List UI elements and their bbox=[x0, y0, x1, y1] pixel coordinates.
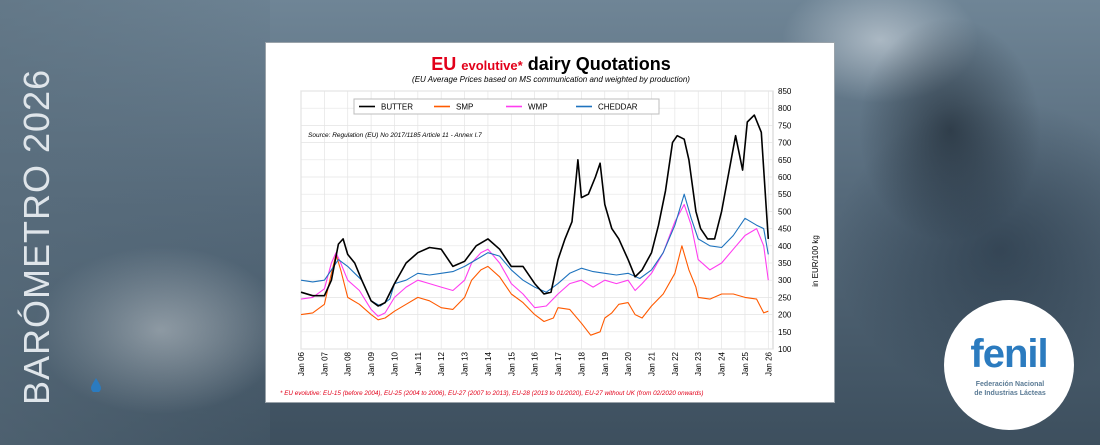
y-tick-label: 200 bbox=[778, 311, 792, 320]
y-tick-label: 800 bbox=[778, 104, 792, 113]
x-tick-label: Jan 12 bbox=[437, 351, 446, 376]
banner-vertical-title: BARÓMETRO 2026 bbox=[16, 68, 57, 405]
x-tick-label: Jan 06 bbox=[297, 351, 306, 376]
y-tick-label: 400 bbox=[778, 242, 792, 251]
y-tick-label: 350 bbox=[778, 259, 792, 268]
legend: BUTTER SMP WMP CHEDDAR bbox=[359, 103, 638, 112]
chart-card: EU evolutive* dairy Quotations (EU Average… bbox=[265, 42, 835, 403]
chart-footnote: * EU evolutive: EU-15 (before 2004), EU-… bbox=[280, 390, 704, 397]
logo-subtitle-line2: de Industrias Lácteas bbox=[974, 390, 1046, 397]
y-tick-label: 250 bbox=[778, 293, 792, 302]
x-tick-label: Jan 19 bbox=[601, 351, 610, 376]
y-tick-label: 150 bbox=[778, 328, 792, 337]
logo-subtitle: Federación Nacional de Industrias Láctea… bbox=[958, 380, 1062, 398]
series-line-wmp bbox=[300, 203, 769, 317]
x-tick-label: Jan 08 bbox=[344, 351, 353, 376]
legend-label-butter: BUTTER bbox=[381, 103, 413, 112]
fenil-logo: fenil Federación Nacional de Industrias … bbox=[944, 300, 1074, 430]
series-line-butter bbox=[300, 114, 770, 307]
x-tick-label: Jan 22 bbox=[671, 351, 680, 376]
x-tick-label: Jan 21 bbox=[647, 351, 656, 376]
x-tick-label: Jan 13 bbox=[461, 351, 470, 376]
legend-label-wmp: WMP bbox=[528, 103, 548, 112]
x-tick-label: Jan 09 bbox=[367, 351, 376, 376]
y-tick-label: 450 bbox=[778, 225, 792, 234]
y-tick-label: 600 bbox=[778, 173, 792, 182]
series-lines bbox=[300, 114, 770, 336]
series-line-smp bbox=[300, 245, 769, 336]
x-axis-ticks: Jan 06 Jan 07 Jan 08 Jan 09 Jan 10 Jan 11 Jan … bbox=[297, 351, 773, 376]
x-tick-label: Jan 16 bbox=[531, 351, 540, 376]
x-tick-label: Jan 24 bbox=[718, 351, 727, 376]
logo-subtitle-line1: Federación Nacional bbox=[975, 381, 1045, 388]
background-overlay bbox=[0, 0, 270, 445]
x-tick-label: Jan 25 bbox=[741, 351, 750, 376]
x-tick-label: Jan 11 bbox=[414, 351, 423, 375]
y-tick-label: 700 bbox=[778, 139, 792, 148]
x-tick-label: Jan 20 bbox=[624, 351, 633, 376]
y-axis-ticks: 100 150 200 250 300 350 400 450 500 550 600 650 700 7… bbox=[778, 87, 792, 354]
y-tick-label: 100 bbox=[778, 345, 792, 354]
y-tick-label: 650 bbox=[778, 156, 792, 165]
milk-drop-icon bbox=[91, 378, 101, 392]
legend-label-cheddar: CHEDDAR bbox=[598, 103, 638, 112]
chart-title: EU evolutive* dairy Quotations bbox=[431, 54, 670, 74]
dairy-quotations-chart: EU evolutive* dairy Quotations (EU Average… bbox=[280, 54, 820, 397]
x-tick-label: Jan 15 bbox=[507, 351, 516, 376]
y-tick-label: 850 bbox=[778, 87, 792, 96]
x-tick-label: Jan 18 bbox=[577, 351, 586, 376]
x-tick-label: Jan 10 bbox=[390, 351, 399, 376]
y-tick-label: 300 bbox=[778, 276, 792, 285]
y-tick-label: 550 bbox=[778, 190, 792, 199]
chart-subtitle: (EU Average Prices based on MS communica… bbox=[412, 75, 690, 84]
logo-wordmark: fenil bbox=[970, 332, 1048, 376]
x-tick-label: Jan 17 bbox=[554, 351, 563, 376]
y-axis-label: in EUR/100 kg bbox=[811, 235, 820, 287]
x-tick-label: Jan 14 bbox=[484, 351, 493, 376]
x-tick-label: Jan 23 bbox=[694, 351, 703, 376]
x-tick-label: Jan 26 bbox=[764, 351, 773, 376]
x-tick-label: Jan 07 bbox=[320, 351, 329, 376]
y-tick-label: 500 bbox=[778, 207, 792, 216]
chart-source: Source: Regulation (EU) No 2017/1185 Art… bbox=[308, 132, 482, 139]
legend-label-smp: SMP bbox=[456, 103, 473, 112]
y-tick-label: 750 bbox=[778, 121, 792, 130]
